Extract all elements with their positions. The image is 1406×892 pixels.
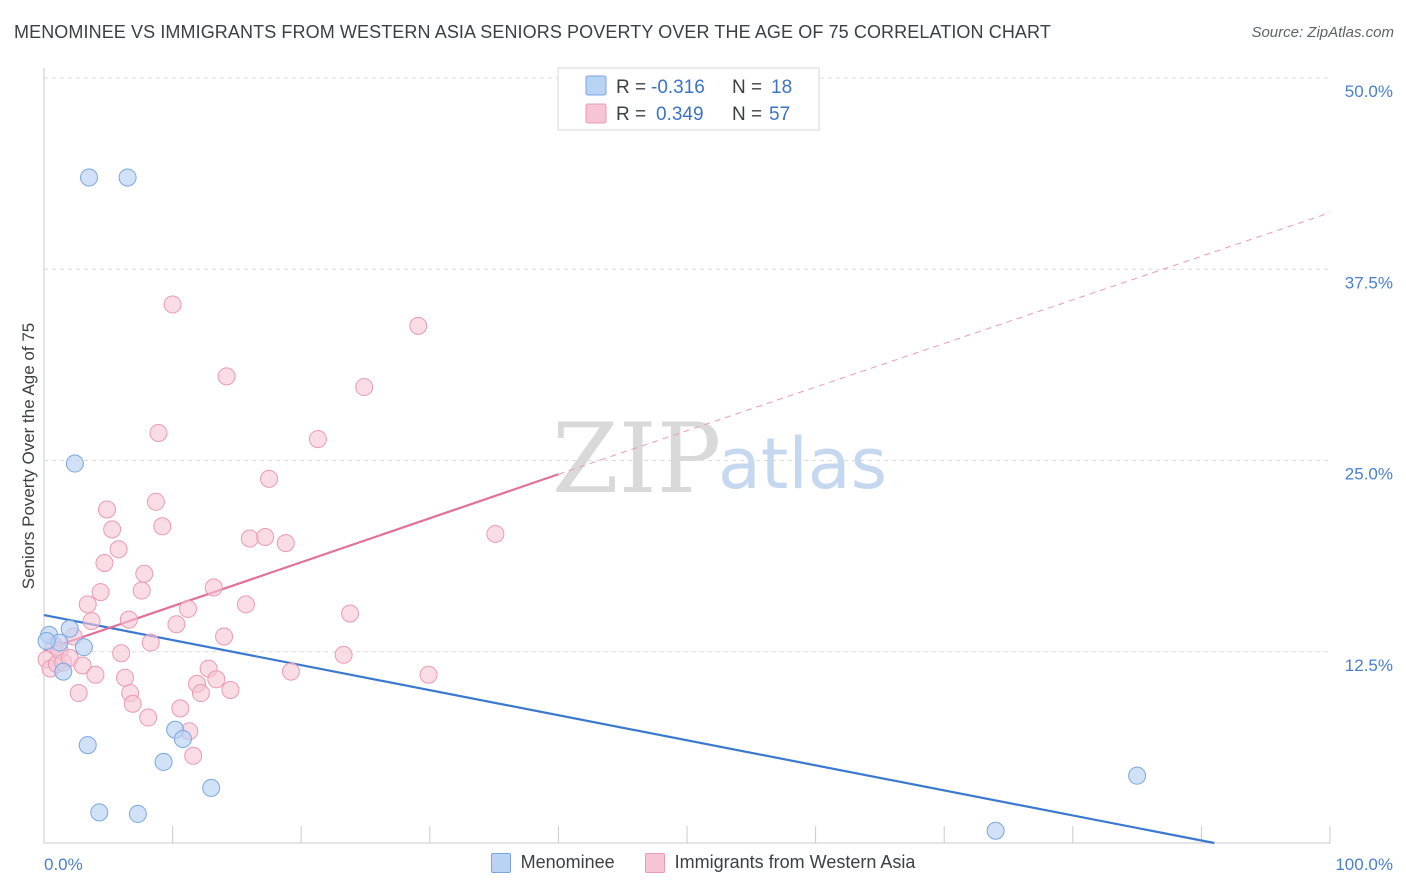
point-western-asia [207,670,226,689]
point-western-asia [419,665,438,684]
point-western-asia [73,656,92,675]
point-western-asia [334,645,353,664]
point-menominee [1128,766,1147,785]
watermark-atlas: atlas [718,423,887,505]
point-menominee [65,454,84,473]
point-menominee [128,804,147,823]
point-western-asia [236,595,255,614]
point-western-asia [171,699,190,718]
watermark: ZIP atlas [552,403,887,515]
point-western-asia [355,378,374,397]
point-menominee [118,168,137,187]
point-western-asia [112,644,131,663]
legend-r-label-1: R = [616,77,646,98]
trend-line-menominee [43,613,1215,845]
legend-r-label-2: R = [616,104,646,125]
legend-n-value-1: 18 [771,77,792,98]
point-western-asia [184,746,203,765]
watermark-zip: ZIP [552,403,721,515]
trend-lines [43,212,1331,845]
point-western-asia [167,615,186,634]
legend-r-value-2: 0.349 [656,104,704,125]
grid-lines [44,77,1330,653]
point-western-asia [132,581,151,600]
x-tick-label: 100.0% [1335,855,1393,874]
trend-line-western-asia-extension [558,212,1331,475]
point-menominee [37,632,56,651]
point-menominee [173,729,192,748]
point-western-asia [123,694,142,713]
point-menominee [986,821,1005,840]
point-western-asia [256,528,275,546]
point-menominee [90,803,109,822]
point-western-asia [69,684,88,703]
y-tick-label: 37.5% [1345,273,1393,292]
y-tick-label: 12.5% [1345,656,1393,675]
point-western-asia [240,529,259,548]
x-tick-label: 0.0% [44,855,83,874]
y-tick-label: 25.0% [1345,465,1393,484]
point-western-asia [276,534,295,553]
point-western-asia [91,583,110,602]
point-western-asia [98,500,117,519]
point-western-asia [486,524,505,543]
point-western-asia [86,665,105,684]
point-western-asia [135,564,154,583]
point-western-asia [119,610,138,629]
legend-swatch-western-asia [585,103,607,124]
point-menominee [54,662,73,681]
correlation-legend: R = -0.316 N = 18 R = 0.349 N = 57 [557,67,820,131]
series-legend: Menominee Immigrants from Western Asia [0,852,1406,873]
point-menominee [202,778,221,797]
point-western-asia [260,469,279,488]
point-western-asia [82,612,101,631]
point-western-asia [204,578,223,597]
point-western-asia [153,517,172,536]
legend-item-menominee: Menominee [490,852,615,873]
point-western-asia [179,599,198,618]
legend-swatch-menominee [585,75,607,96]
point-western-asia [341,604,360,623]
point-menominee [78,736,97,755]
y-tick-label: 50.0% [1345,82,1393,101]
point-western-asia [409,316,428,335]
point-menominee [60,619,79,638]
point-menominee [74,638,93,657]
point-western-asia [95,554,114,573]
legend-label-western-asia: Immigrants from Western Asia [674,852,916,872]
data-points [37,168,1147,840]
point-western-asia [217,367,236,386]
legend-item-western-asia: Immigrants from Western Asia [644,852,916,873]
point-western-asia [141,633,160,652]
point-western-asia [139,708,158,727]
point-western-asia [103,520,122,539]
legend-r-value-1: -0.316 [651,77,705,98]
point-menominee [80,168,99,187]
point-western-asia [215,627,234,646]
point-western-asia [221,681,240,699]
y-axis-label: Seniors Poverty Over the Age of 75 [19,323,38,589]
legend-n-label-1: N = [732,77,762,98]
chart-title: MENOMINEE VS IMMIGRANTS FROM WESTERN ASI… [14,22,1051,42]
point-western-asia [191,684,210,703]
point-menominee [154,752,173,771]
point-western-asia [149,423,168,442]
legend-n-value-2: 57 [769,104,790,125]
tick-labels: 12.5% 25.0% 37.5% 50.0% 0.0% 100.0% [44,82,1393,874]
point-western-asia [146,492,165,511]
point-western-asia [281,662,300,681]
point-western-asia [78,595,97,614]
point-western-asia [116,668,135,687]
legend-swatch-icon [490,852,511,873]
legend-swatch-icon [644,852,665,873]
point-western-asia [109,540,128,559]
source-label: Source: ZipAtlas.com [1251,24,1394,41]
legend-n-label-2: N = [732,104,762,125]
point-western-asia [308,430,327,449]
legend-label-menominee: Menominee [520,852,615,872]
point-western-asia [163,295,182,314]
